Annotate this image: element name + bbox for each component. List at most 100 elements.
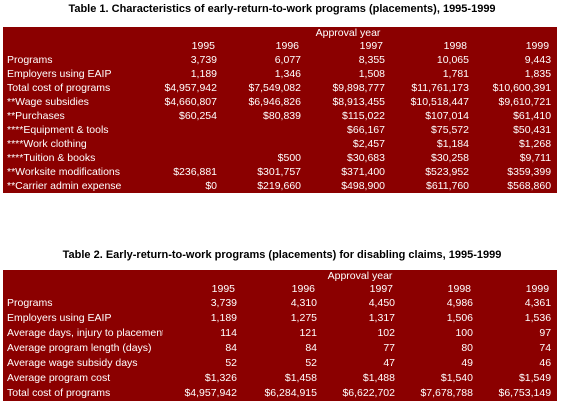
table-cell: 1,189 (190, 67, 217, 80)
table-cell: 121 (299, 327, 317, 339)
table-cell: $0 (205, 179, 217, 192)
table-cell: $9,898,777 (332, 81, 385, 94)
table2: Approval year 1995 1996 1997 1998 1999 Program… (3, 270, 558, 401)
year-header-1995: 1995 (211, 283, 235, 295)
table-cell: 114 (220, 327, 237, 339)
table-cell: 3,739 (190, 53, 217, 66)
table-row: Average program length (days) 84 84 77 80 74 (3, 341, 557, 356)
table-cell: $236,881 (173, 165, 217, 178)
table-cell: 84 (225, 342, 237, 354)
year-header-blank-cell (3, 283, 163, 296)
table1-body: Approval year 1995 1996 1997 1998 1999 Program… (3, 27, 557, 193)
table-cell: $4,957,942 (184, 387, 237, 399)
row-label: Average program cost (7, 372, 111, 384)
approval-year-header: Approval year (315, 27, 381, 39)
row-label: ****Tuition & books (7, 151, 96, 164)
table-cell: $10,518,447 (410, 95, 469, 108)
table1: Approval year 1995 1996 1997 1998 1999 Program… (3, 27, 558, 193)
table-row: Employers using EAIP 1,189 1,275 1,317 1,506… (3, 311, 557, 326)
table-cell: $4,660,807 (164, 95, 217, 108)
year-header-1998: 1998 (447, 283, 471, 295)
table-cell: $1,458 (284, 372, 317, 384)
table-cell: 102 (377, 327, 395, 339)
table-cell: $66,167 (347, 123, 385, 136)
table-cell: 47 (383, 357, 395, 369)
table-cell: 52 (305, 357, 317, 369)
table-cell: $9,711 (519, 151, 552, 164)
table-cell: 80 (461, 342, 473, 354)
table-cell: $500 (277, 151, 301, 164)
table-cell: 1,275 (290, 312, 317, 324)
table-cell: $359,399 (507, 165, 552, 178)
table-cell: 4,361 (524, 297, 552, 309)
table-cell: $60,254 (179, 109, 217, 122)
header-blank-cell (3, 270, 163, 283)
table-row: ****Work clothing $2,457 $1,184 $1,268 (3, 137, 557, 151)
table-cell: 1,536 (524, 312, 552, 324)
table-row: **Worksite modifications $236,881 $301,757… (3, 165, 557, 179)
row-label: ****Work clothing (7, 137, 87, 150)
row-label: Employers using EAIP (7, 312, 112, 324)
year-header-1995: 1995 (191, 40, 215, 52)
year-header-1999: 1999 (525, 283, 550, 295)
table-cell: 77 (383, 342, 395, 354)
header-blank-cell (3, 27, 139, 40)
table-cell: 74 (539, 342, 552, 354)
table-cell: $75,572 (431, 123, 469, 136)
table-cell: $50,431 (513, 123, 552, 136)
table-cell: $1,549 (518, 372, 552, 384)
table-row: **Wage subsidies $4,660,807 $6,946,826 $8,9… (3, 95, 557, 109)
table-cell: 52 (225, 357, 237, 369)
year-header-1999: 1999 (525, 40, 550, 52)
table-cell: 4,986 (446, 297, 473, 309)
table-cell: 100 (455, 327, 473, 339)
row-label: **Purchases (7, 109, 65, 122)
table-row: Average days, injury to placement 114 121 1… (3, 326, 557, 341)
table-cell: $1,268 (518, 137, 552, 150)
table-cell: $80,839 (263, 109, 301, 122)
table-cell: $10,600,391 (492, 81, 552, 94)
table-cell: $1,326 (204, 372, 237, 384)
table-cell: 1,506 (446, 312, 473, 324)
table-cell: $7,678,788 (420, 387, 473, 399)
table-row: Total cost of programs $4,957,942 $6,284,9… (3, 386, 557, 401)
table-cell: 9,443 (524, 53, 552, 66)
table-row: Average program cost $1,326 $1,458 $1,488 $1… (3, 371, 557, 386)
table-cell (223, 137, 307, 151)
row-label: Total cost of programs (7, 387, 111, 399)
table-row: Programs 3,739 6,077 8,355 10,065 9,443 (3, 53, 557, 67)
table2-body: Approval year 1995 1996 1997 1998 1999 Program… (3, 270, 557, 401)
table-cell: $4,957,942 (164, 81, 217, 94)
table-cell: $1,184 (436, 137, 469, 150)
table1-title: Table 1. Characteristics of early-return… (68, 3, 496, 15)
row-label: Programs (7, 297, 53, 309)
row-label: Average wage subsidy days (7, 357, 138, 369)
table-row: ****Tuition & books $500 $30,683 $30,258 $9,… (3, 151, 557, 165)
table-cell: $6,284,915 (264, 387, 317, 399)
table-cell: $301,757 (257, 165, 301, 178)
row-label: **Worksite modifications (7, 165, 121, 178)
row-label: Average program length (days) (7, 342, 152, 354)
table-row: Average wage subsidy days 52 52 47 49 46 (3, 356, 557, 371)
row-label: Average days, injury to placement (7, 327, 163, 339)
year-header-1996: 1996 (275, 40, 299, 52)
approval-year-header: Approval year (327, 270, 393, 282)
row-label: **Wage subsidies (7, 95, 89, 108)
table-cell: $6,753,149 (498, 387, 552, 399)
table-cell: $611,760 (425, 179, 469, 192)
table2-title: Table 2. Early-return-to-work programs (… (62, 249, 502, 261)
table-cell: $6,946,826 (248, 95, 301, 108)
row-label: **Carrier admin expense (7, 179, 122, 192)
table-cell: 4,450 (368, 297, 395, 309)
table-cell: $11,761,173 (411, 81, 469, 94)
year-header-1997: 1997 (369, 283, 393, 295)
table-cell: 97 (539, 327, 552, 339)
table-cell: 1,508 (358, 67, 385, 80)
table-cell: $1,488 (362, 372, 395, 384)
table-cell: 84 (305, 342, 317, 354)
table-cell: $2,457 (352, 137, 385, 150)
table-row: ****Equipment & tools $66,167 $75,572 $50,4… (3, 123, 557, 137)
table-cell: $371,400 (341, 165, 385, 178)
table-cell: 49 (461, 357, 473, 369)
row-label: ****Equipment & tools (7, 123, 109, 136)
